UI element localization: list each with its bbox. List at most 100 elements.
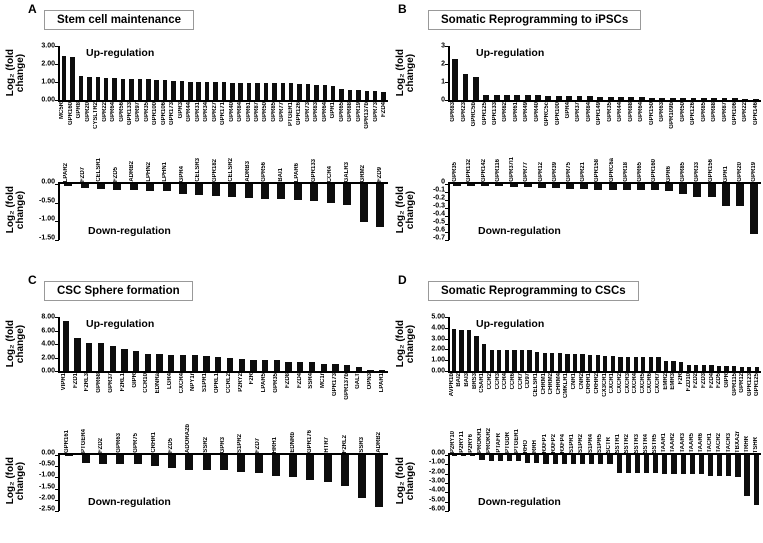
gene-label: GPR63 (658, 102, 665, 122)
bar-column (181, 455, 198, 470)
chart-csc-up: Log₂ (fold change) 5.00 4.00 3.00 2.00 1.00 0.… (394, 313, 761, 413)
gene-label: GPR4 (565, 102, 572, 119)
bar (314, 85, 319, 100)
bar-column (708, 365, 716, 371)
bar-column (556, 353, 564, 371)
y-tick-mark (55, 330, 59, 332)
gene-label: CYSLTR2 (93, 102, 100, 129)
bar (310, 184, 319, 201)
label-column: FZD7 (249, 438, 266, 453)
gene-label: GIPR (723, 373, 730, 388)
bar-column (551, 455, 560, 464)
gene-label: LPAR1 (378, 373, 385, 393)
bar (154, 80, 159, 100)
bar-column (236, 359, 248, 371)
bar-column (535, 184, 549, 188)
bar-column (606, 184, 620, 190)
y-axis-title-text: Log₂ (fold change) (395, 49, 416, 97)
bar-column (715, 455, 724, 476)
gene-label: HRH1 (272, 436, 279, 453)
bar (535, 95, 541, 100)
label-column: GPR83 (448, 102, 458, 122)
bar (594, 184, 603, 190)
bar (542, 353, 547, 371)
gene-label: GPR88 (347, 102, 354, 122)
bar (285, 362, 292, 371)
gene-label: GPR88 (627, 102, 634, 122)
bar (168, 355, 175, 371)
bar-column (733, 184, 747, 206)
label-column: CELSR3 (190, 158, 207, 182)
label-column: GPR100 (552, 102, 562, 125)
gene-label: GPR56 (261, 162, 268, 182)
y-tick-label: -0.1 (432, 186, 445, 194)
bar (608, 184, 617, 190)
bar-column (77, 455, 94, 463)
bar (109, 346, 116, 371)
bar-column (715, 366, 723, 371)
y-tick-mark (55, 202, 59, 204)
bar (694, 365, 699, 371)
y-tick-label: -0.6 (432, 226, 445, 234)
y-tick-mark (55, 64, 59, 65)
y-tick-mark (55, 371, 59, 372)
gene-label: GPR35 (452, 162, 459, 182)
gene-label: ADRB2 (129, 161, 136, 182)
gene-label: SSTR1 (615, 433, 622, 453)
label-column: GPR18 (619, 162, 633, 182)
label-column: EMR2 (662, 373, 670, 390)
bar-column (245, 83, 253, 100)
bar-column (353, 367, 365, 371)
bar-column (458, 330, 466, 371)
bar (263, 83, 269, 100)
gene-label: GPR61 (512, 102, 519, 122)
bar-column (312, 85, 320, 100)
y-tick-mark (445, 349, 449, 351)
bar (271, 455, 280, 476)
bar (191, 355, 198, 371)
plot-area: Down-regulation (55, 453, 388, 512)
bar-column (283, 362, 295, 371)
bar (493, 95, 500, 100)
label-column: SSTR2 (623, 434, 632, 453)
label-column: FZD2 (693, 373, 701, 388)
bar (580, 354, 585, 371)
bar (638, 97, 645, 100)
bar-column (355, 184, 371, 222)
bar (610, 356, 616, 371)
bar (320, 364, 327, 371)
bar (656, 357, 661, 371)
label-column: GPRC5c (542, 102, 552, 126)
plot-area: Up-regulation (55, 46, 388, 102)
bar-column (60, 184, 76, 186)
y-axis-title: Log₂ (fold change) (394, 182, 418, 238)
label-column: TACR2 (715, 433, 724, 453)
gene-label: GPR123 (746, 373, 753, 397)
bar (543, 455, 549, 464)
bar (754, 367, 760, 371)
bar-column (287, 83, 295, 100)
bar-column (503, 350, 511, 371)
bar-column (450, 59, 460, 100)
bar-column (491, 95, 501, 100)
label-column: GPR3 (177, 102, 185, 118)
bar-column (290, 184, 306, 200)
bar (326, 184, 335, 203)
bar-column (95, 343, 107, 371)
label-column: FZD4 (708, 373, 716, 388)
label-column: GPR35 (270, 373, 282, 393)
bar-column (371, 455, 388, 507)
gene-label: CXCR2 (616, 373, 623, 394)
bar (649, 98, 655, 100)
bar-column (541, 353, 549, 371)
label-column: NPY1r (188, 373, 200, 391)
category-labels: GPR83 GPR23 GPRC5b GPR125 GPR133 GPR82 GPR61 GP… (448, 102, 761, 142)
bar-column (579, 354, 587, 371)
label-column: GPR82 (500, 102, 510, 122)
y-tick-label: 0.00 (41, 178, 55, 186)
bar (586, 96, 593, 100)
bar-column (624, 455, 633, 473)
y-tick-mark (55, 82, 59, 83)
y-tick-label: 5.00 (431, 313, 445, 321)
label-column: S1PR4 (586, 434, 595, 453)
